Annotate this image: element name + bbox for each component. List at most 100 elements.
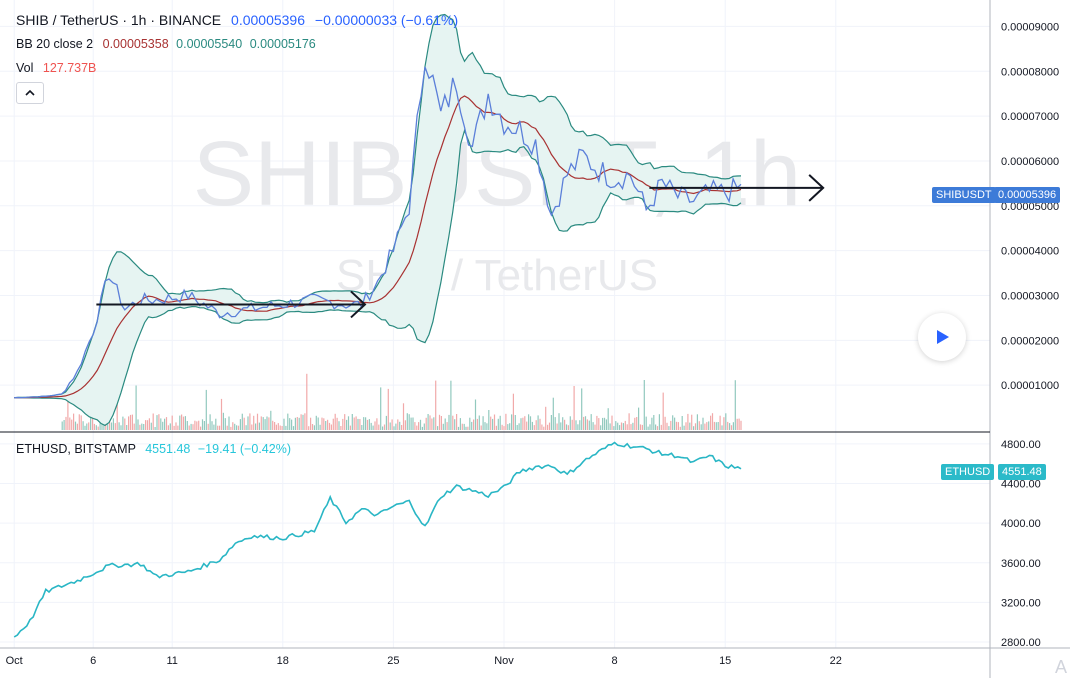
trend-arrow-october[interactable] — [96, 290, 367, 319]
volume-bar — [287, 413, 289, 430]
volume-bar — [552, 397, 554, 430]
volume-bar — [323, 418, 325, 430]
volume-bar — [302, 414, 304, 430]
volume-bar — [80, 415, 82, 430]
eth-legend[interactable]: ETHUSD, BITSTAMP 4551.48 −19.41 (−0.42%) — [16, 442, 291, 456]
volume-bar — [120, 425, 122, 430]
volume-bar — [344, 414, 346, 430]
volume-bar — [520, 418, 522, 430]
volume-bar — [419, 419, 422, 430]
volume-bar — [442, 423, 444, 430]
volume-bar — [167, 425, 169, 430]
volume-bar — [497, 418, 499, 430]
volume-bar — [376, 418, 378, 430]
volume-bar — [330, 424, 332, 430]
volume-bar — [222, 412, 224, 430]
volume-bar — [596, 415, 598, 430]
volume-bar — [203, 421, 205, 430]
volume-bar — [571, 419, 573, 430]
volume-bar — [152, 413, 154, 430]
volume-bar — [73, 413, 75, 430]
volume-bar — [689, 422, 691, 430]
y-tick-label: 0.00008000 — [1001, 66, 1059, 78]
volume-bar — [253, 415, 255, 430]
volume-bar — [605, 419, 607, 430]
volume-bar — [713, 421, 715, 430]
collapse-legend-button[interactable] — [16, 82, 44, 104]
volume-bar — [471, 421, 473, 430]
volume-bar — [328, 422, 331, 430]
trend-arrows[interactable] — [96, 174, 825, 319]
volume-bar — [258, 422, 260, 430]
volume-bar — [603, 417, 606, 430]
volume-bar — [448, 414, 450, 430]
volume-bar — [727, 421, 729, 430]
volume-bar — [611, 415, 613, 430]
y-tick-label: 4800.00 — [1001, 439, 1041, 451]
replay-play-button[interactable] — [918, 313, 966, 361]
volume-bar — [374, 421, 376, 430]
volume-bar — [620, 422, 623, 430]
trend-arrow-november[interactable] — [649, 174, 825, 202]
volume-bar — [262, 417, 264, 430]
volume-bar — [211, 421, 213, 430]
volume-bar — [139, 424, 141, 430]
volume-bar — [179, 415, 181, 430]
volume-bar — [226, 425, 228, 430]
volume-bar — [423, 423, 425, 430]
volume-bar — [401, 425, 403, 430]
volume-bar — [567, 425, 569, 430]
volume-bar — [247, 416, 249, 430]
vol-legend[interactable]: Vol 127.737B — [16, 61, 96, 75]
bb-legend[interactable]: BB 20 close 2 0.00005358 0.00005540 0.00… — [16, 37, 316, 51]
volume-bar — [114, 423, 116, 430]
volume-bar — [444, 418, 446, 430]
volume-bar — [463, 423, 465, 430]
volume-bar — [529, 416, 532, 430]
volume-bar — [90, 416, 92, 430]
volume-bar — [581, 388, 583, 430]
volume-bar — [370, 422, 372, 430]
volume-bar — [173, 425, 175, 430]
bb-basis-value: 0.00005358 — [102, 37, 169, 51]
volume-bar — [613, 426, 615, 430]
shib-legend[interactable]: SHIB / TetherUS · 1h · BINANCE 0.0000539… — [16, 12, 458, 28]
volume-bar — [516, 425, 518, 430]
volume-bar — [385, 415, 387, 430]
volume-bar — [91, 414, 94, 430]
volume-bar — [408, 414, 410, 430]
volume-bar — [495, 425, 497, 430]
volume-bar — [378, 424, 380, 430]
volume-bar — [410, 417, 412, 430]
volume-bar — [507, 424, 509, 430]
volume-bar — [719, 415, 721, 430]
eth-price-series — [13, 441, 742, 638]
volume-bar — [272, 420, 274, 430]
volume-bar — [586, 419, 588, 430]
volume-bar — [609, 423, 611, 430]
volume-bar — [558, 413, 560, 430]
volume-bar — [192, 424, 194, 430]
volume-bar — [565, 424, 568, 430]
volume-bar — [74, 421, 77, 430]
volume-bar — [721, 425, 723, 430]
volume-bar — [524, 416, 526, 430]
volume-bar — [143, 424, 145, 430]
volume-bar — [461, 423, 463, 430]
volume-bar — [165, 417, 168, 430]
volume-bar — [368, 419, 370, 430]
volume-bar — [292, 426, 295, 430]
x-tick-label: 6 — [90, 655, 96, 667]
volume-bar — [427, 414, 429, 430]
bb-lower-line — [14, 128, 742, 427]
y-tick-label: 0.00003000 — [1001, 290, 1059, 302]
volume-bar — [404, 420, 406, 430]
volume-bar — [372, 425, 374, 430]
volume-bar — [243, 417, 245, 430]
bb-lower-value: 0.00005176 — [249, 37, 316, 51]
vol-label: Vol — [16, 61, 34, 75]
y-tick-label: 0.00005000 — [1001, 201, 1059, 213]
volume-bar — [647, 426, 649, 430]
eth-last-price: 4551.48 — [145, 442, 191, 456]
